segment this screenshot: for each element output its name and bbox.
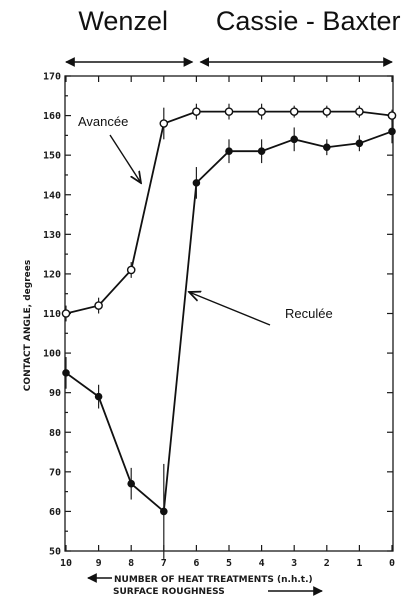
data-point [290, 135, 299, 144]
data-point [225, 147, 233, 156]
data-point [323, 143, 331, 152]
axis-labels: CONTACT ANGLE, degrees NUMBER OF HEAT TRE… [23, 260, 323, 597]
region-label-wenzel: Wenzel [78, 6, 168, 36]
y-tick-label: 110 [43, 309, 61, 320]
series-line [65, 130, 393, 514]
data-point [94, 392, 103, 401]
data-point [126, 265, 136, 275]
data-point [257, 107, 266, 116]
data-point [289, 107, 299, 116]
y-tick-label: 100 [43, 349, 61, 360]
x-tick-label: 6 [193, 558, 199, 569]
y-tick-label: 80 [49, 428, 61, 439]
annotation-reculee: Reculée [285, 306, 333, 321]
data-point [257, 147, 266, 156]
y-tick-label: 120 [43, 269, 61, 280]
data-point [355, 107, 364, 116]
x-tick-label: 2 [324, 558, 330, 569]
x-tick-label: 3 [291, 558, 297, 569]
data-point [192, 179, 201, 187]
y-tick-label: 160 [43, 111, 61, 122]
y-tick-label: 70 [49, 467, 61, 478]
x-axis-title-line2: SURFACE ROUGHNESS [113, 587, 225, 597]
y-tick-label: 130 [43, 230, 61, 241]
data-point [388, 127, 396, 136]
x-tick-label: 10 [60, 558, 72, 569]
series-avancee [61, 103, 397, 322]
y-tick-label: 140 [43, 190, 61, 201]
data-point [192, 107, 201, 116]
annotations: Avancée Reculée [78, 114, 333, 326]
annotation-arrow-reculee [189, 292, 271, 326]
x-tick-label: 4 [259, 558, 265, 569]
data-point [355, 139, 364, 148]
data-point [62, 369, 70, 377]
y-tick-label: 50 [49, 547, 61, 558]
data-point [127, 479, 135, 488]
y-tick-label: 90 [49, 388, 61, 399]
x-tick-label: 1 [356, 558, 362, 569]
annotation-avancee: Avancée [78, 114, 128, 129]
data-point [159, 119, 169, 128]
x-tick-label: 9 [96, 558, 102, 569]
y-tick-label: 170 [43, 72, 61, 83]
x-tick-label: 5 [226, 558, 232, 569]
x-tick-label: 7 [161, 558, 167, 569]
data-point [387, 111, 397, 120]
series-layer [61, 103, 397, 559]
x-tick-label: 8 [128, 558, 134, 569]
y-axis-title: CONTACT ANGLE, degrees [23, 260, 33, 391]
series-reculee [62, 119, 396, 559]
x-axis-title-line1: NUMBER OF HEAT TREATMENTS (n.h.t.) [114, 575, 313, 585]
y-tick-label: 60 [49, 507, 61, 518]
data-point [94, 301, 103, 310]
y-tick-label: 150 [43, 151, 61, 162]
data-point [322, 107, 332, 116]
x-tick-label: 0 [389, 558, 395, 569]
annotation-arrow-avancee [109, 134, 141, 183]
region-label-cassie-baxter: Cassie - Baxter [216, 6, 401, 36]
data-point [61, 309, 71, 318]
data-point [160, 507, 168, 516]
data-point [224, 107, 234, 116]
regions-layer: Wenzel Cassie - Baxter [65, 6, 401, 67]
